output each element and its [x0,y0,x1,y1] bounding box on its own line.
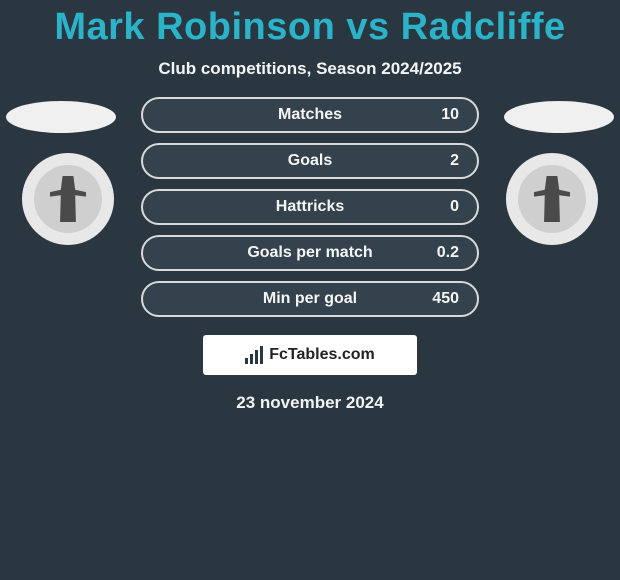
club-badge-left [22,153,114,245]
club-badge-right [506,153,598,245]
content-area: Matches 10 Goals 2 Hattricks 0 Goals per… [0,97,620,413]
angel-figure-icon [50,176,86,222]
stat-row: Goals 2 [141,143,479,179]
attribution-badge: FcTables.com [203,335,417,375]
date-label: 23 november 2024 [0,393,620,413]
stat-rows: Matches 10 Goals 2 Hattricks 0 Goals per… [141,97,479,317]
stat-value: 0.2 [437,244,459,262]
stat-label: Min per goal [263,290,357,308]
angel-figure-icon [534,176,570,222]
page-title: Mark Robinson vs Radcliffe [0,0,620,49]
right-blank-ellipse [504,101,614,133]
stat-value: 0 [450,198,459,216]
attribution-text: FcTables.com [269,346,375,364]
stat-label: Matches [278,106,342,124]
stat-label: Goals [288,152,332,170]
bar-chart-icon [245,346,263,364]
stat-value: 2 [450,152,459,170]
stat-value: 10 [441,106,459,124]
stat-label: Goals per match [247,244,372,262]
stat-value: 450 [432,290,459,308]
stat-row: Matches 10 [141,97,479,133]
left-blank-ellipse [6,101,116,133]
subtitle: Club competitions, Season 2024/2025 [0,59,620,79]
stat-row: Hattricks 0 [141,189,479,225]
stat-row: Min per goal 450 [141,281,479,317]
stat-label: Hattricks [276,198,344,216]
stat-row: Goals per match 0.2 [141,235,479,271]
